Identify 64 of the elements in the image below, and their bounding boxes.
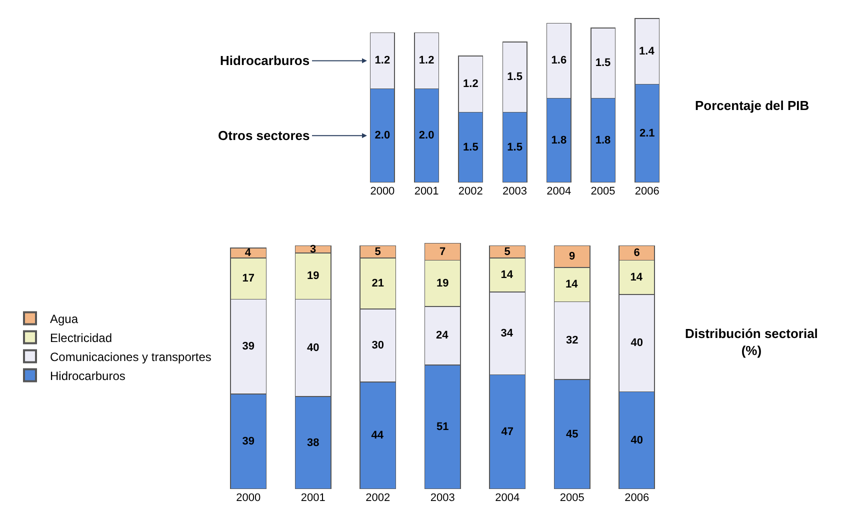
data-label: 51 <box>436 420 449 433</box>
data-label: 38 <box>306 436 320 449</box>
x-tick-label: 2003 <box>430 492 455 504</box>
data-label: 1.5 <box>507 71 522 84</box>
data-label: 1.2 <box>463 78 478 90</box>
data-label: 7 <box>440 246 446 258</box>
data-label: 32 <box>566 334 578 347</box>
data-label: 1.6 <box>551 54 567 67</box>
data-label: 1.2 <box>418 54 434 67</box>
data-label: 30 <box>372 339 384 352</box>
data-label: 45 <box>566 428 578 440</box>
data-label: 17 <box>242 272 254 285</box>
data-label: 14 <box>630 271 644 284</box>
data-label: 6 <box>634 247 640 260</box>
x-tick-label: 2002 <box>458 185 483 198</box>
data-label: 19 <box>436 277 449 290</box>
data-label: 44 <box>371 429 384 442</box>
x-tick-label: 2005 <box>590 185 616 198</box>
legend-label: Hidrocarburos <box>50 368 126 383</box>
data-label: 40 <box>306 342 320 354</box>
data-label: 3 <box>310 243 316 256</box>
data-label: 4 <box>244 247 252 260</box>
x-tick-label: 2002 <box>366 492 390 504</box>
legend-label: Comunicaciones y transportes <box>50 350 212 364</box>
x-tick-label: 2004 <box>495 492 520 504</box>
data-label: 1.5 <box>507 141 522 154</box>
x-tick-label: 2001 <box>414 185 439 198</box>
data-label: 39 <box>242 436 254 448</box>
data-label: 40 <box>630 434 643 446</box>
data-label: 14 <box>566 278 579 291</box>
data-label: 1.5 <box>595 57 611 70</box>
x-tick-label: 2000 <box>370 185 395 198</box>
data-label: 47 <box>501 426 514 438</box>
data-label: 24 <box>436 330 450 342</box>
data-label: 5 <box>374 246 381 258</box>
data-label: 2.1 <box>639 127 655 140</box>
x-tick-label: 2006 <box>634 185 660 198</box>
data-label: 1.8 <box>595 134 611 146</box>
x-tick-label: 2004 <box>546 185 572 198</box>
data-label: 1.2 <box>374 54 390 67</box>
text: Hidrocarburos <box>220 53 310 68</box>
data-label: 34 <box>500 327 514 340</box>
x-tick-label: 2006 <box>624 492 650 504</box>
text: Distribución sectorial (%) <box>685 326 818 358</box>
data-label: 21 <box>372 277 384 290</box>
data-label: 1.4 <box>639 45 656 58</box>
data-label: 1.8 <box>551 134 567 146</box>
legend-label: Electricidad <box>50 330 112 345</box>
data-label: 1.5 <box>463 141 478 154</box>
x-tick-label: 2001 <box>300 492 326 504</box>
data-label: 40 <box>630 337 643 350</box>
data-label: 39 <box>242 340 254 353</box>
data-label: 5 <box>504 246 510 258</box>
data-label: 2.0 <box>418 130 434 142</box>
text: Porcentaje del PIB <box>695 98 810 113</box>
x-tick-label: 2003 <box>502 185 528 198</box>
data-label: 2.0 <box>374 130 390 142</box>
data-label: 14 <box>500 268 514 281</box>
legend-label: Agua <box>50 312 78 326</box>
data-label: 9 <box>569 250 576 263</box>
text: Otros sectores <box>218 128 310 143</box>
x-tick-label: 2000 <box>236 492 261 504</box>
data-label: 19 <box>306 270 320 282</box>
x-tick-label: 2005 <box>560 492 584 504</box>
